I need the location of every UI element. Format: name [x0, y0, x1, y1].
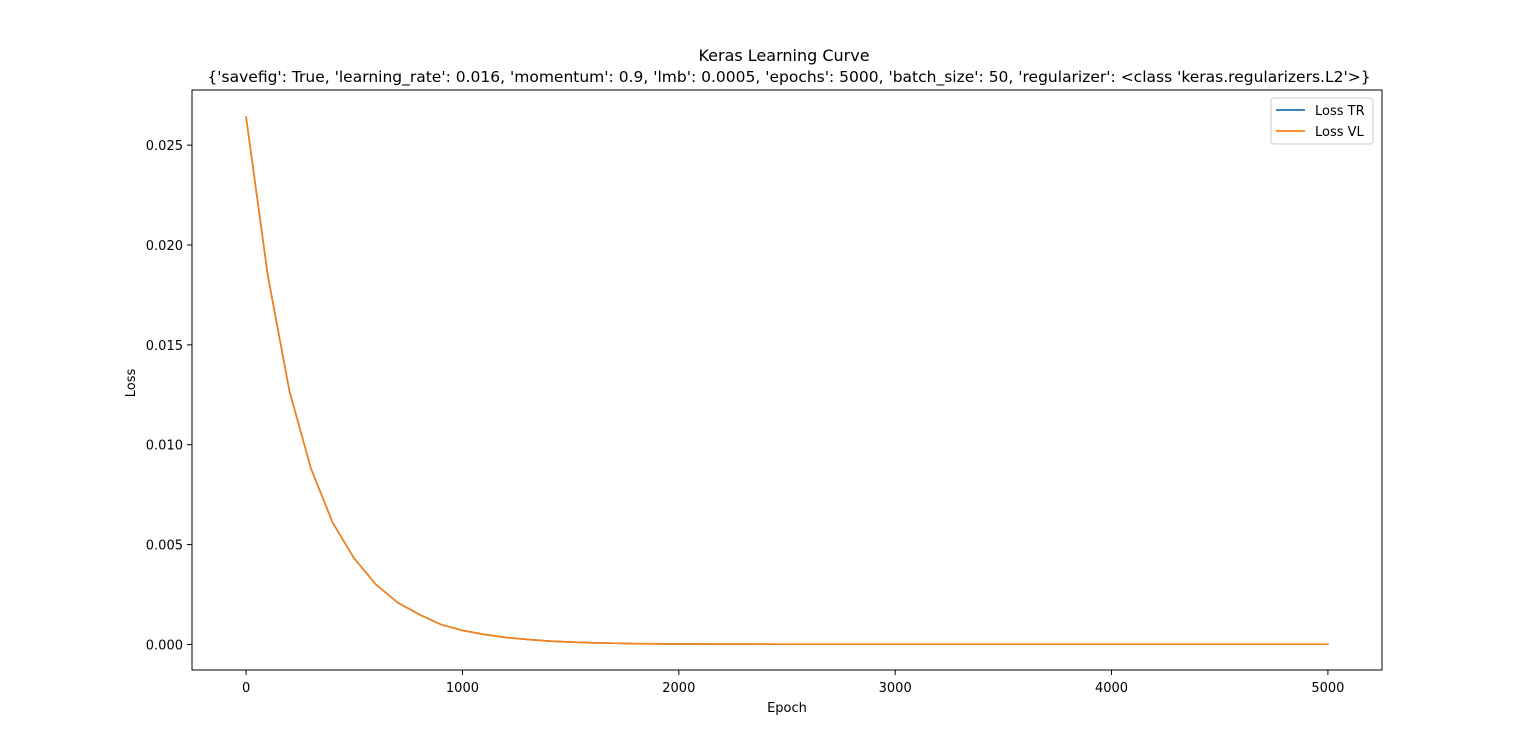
series-line-2 [245, 116, 1329, 646]
x-tick-label: 4000 [1095, 681, 1128, 696]
legend-label-2: Loss VL [1315, 125, 1365, 140]
plot-background [192, 90, 1382, 670]
axes: 0 1000 2000 3000 4000 5000 0.000 0.005 0.010 0.01… [146, 89, 1383, 696]
chart-title: Keras Learning Curve [698, 46, 869, 65]
x-tick-label: 5000 [1311, 681, 1344, 696]
y-tick-label: 0.000 [146, 638, 183, 653]
chart-subtitle: {'savefig': True, 'learning_rate': 0.016… [207, 68, 1370, 87]
x-tick-label: 0 [242, 681, 250, 696]
axes-frame [191, 89, 1383, 671]
legend: Loss TR Loss VL [1270, 97, 1374, 145]
y-tick-label: 0.025 [146, 139, 183, 154]
y-tick-label: 0.020 [146, 239, 183, 254]
x-tick-label: 2000 [662, 681, 695, 696]
plot-area [192, 90, 1382, 670]
x-tick-label: 1000 [446, 681, 479, 696]
legend-label-1: Loss TR [1315, 104, 1365, 119]
y-tick-label: 0.015 [146, 339, 183, 354]
y-tick-label: 0.005 [146, 539, 183, 554]
y-axis-label: Loss [124, 369, 139, 398]
x-axis-label: Epoch [767, 701, 807, 716]
x-tick-label: 3000 [879, 681, 912, 696]
y-tick-label: 0.010 [146, 439, 183, 454]
